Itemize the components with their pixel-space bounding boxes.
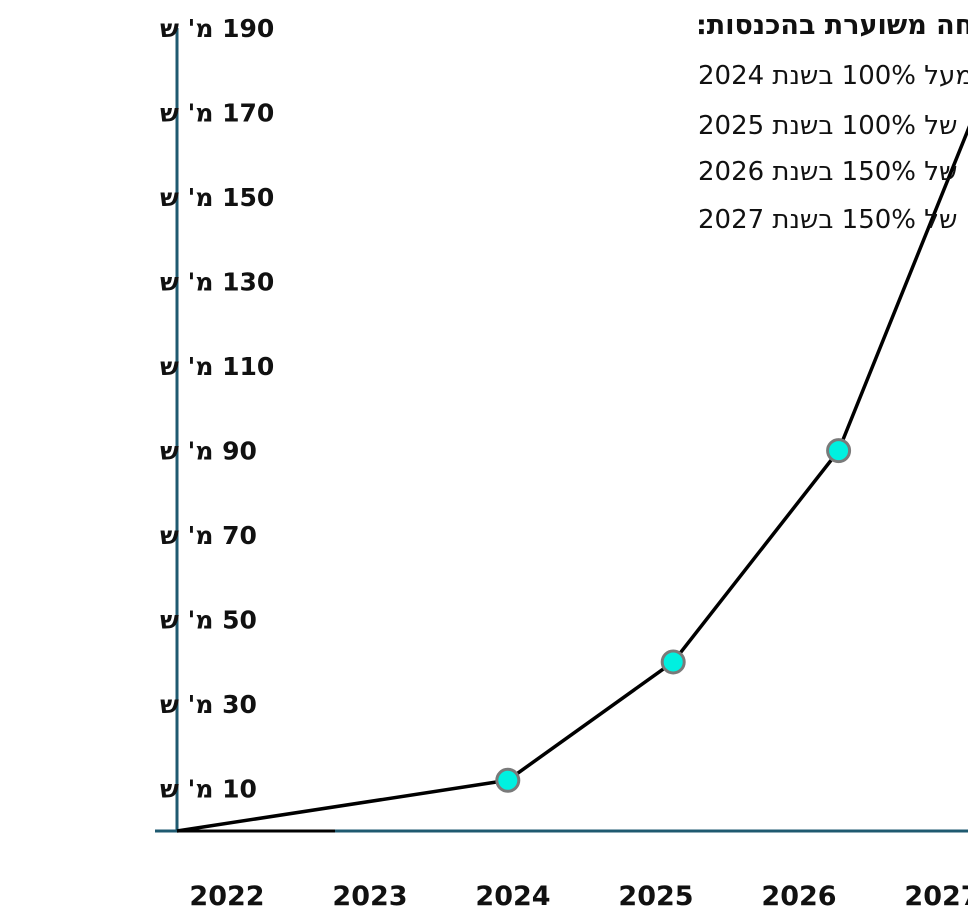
y-tick-label: 170 מ' ש [160,99,274,128]
x-tick-label: 2022 [189,881,264,908]
x-tick-label: 2025 [618,881,693,908]
annotation-line: מעל 100% בשנת 2024 [698,61,968,91]
annotation-line: צמיחה של 150% בשנת 2026 [698,157,968,187]
series [176,125,968,833]
y-tick-label: 150 מ' ש [160,183,274,212]
x-tick-label: 2023 [332,881,407,908]
annotation-line: צמיחה של 150% בשנת 2027 [698,205,968,235]
y-tick-labels: 10 מ' ש 30 מ' ש 50 מ' ש 70 מ' ש 90 מ' ש 110 מ… [160,14,274,804]
y-tick-label: 130 מ' ש [160,268,274,297]
data-point-marker [495,767,521,793]
x-tick-label: 2024 [475,881,550,908]
x-tick-label: 2027 [904,881,968,908]
x-tick-labels: 2022 2023 2024 2025 2026 2027 [189,881,968,908]
annotation: צמיחה משוערת בהכנסות: מעל 100% בשנת 2024… [696,10,968,235]
axes [155,28,968,833]
y-tick-label: 90 מ' ש [160,437,257,466]
data-point-marker [660,649,686,675]
y-tick-label: 30 מ' ש [160,690,257,719]
data-point-marker [826,438,852,464]
x-tick-label: 2026 [761,881,836,908]
annotation-line: צמיחה של 100% בשנת 2025 [698,111,968,141]
y-tick-label: 10 מ' ש [160,775,257,804]
annotation-title: צמיחה משוערת בהכנסות: [696,10,968,41]
y-tick-label: 50 מ' ש [160,606,257,635]
y-tick-label: 190 מ' ש [160,14,274,43]
y-tick-label: 110 מ' ש [160,352,274,381]
y-tick-label: 70 מ' ש [160,521,257,550]
